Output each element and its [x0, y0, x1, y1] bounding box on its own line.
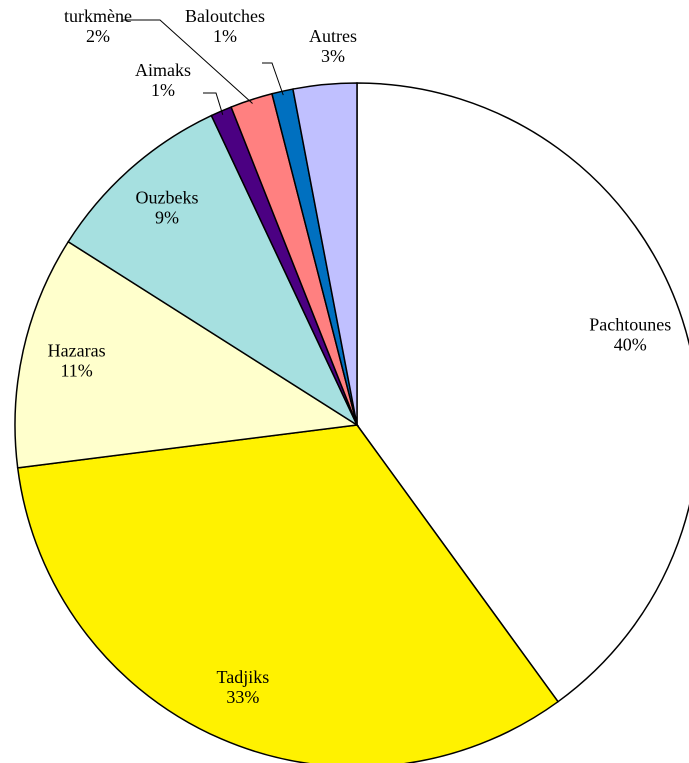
pie-slice	[67, 114, 359, 428]
slice-label: Hazaras	[48, 340, 106, 360]
pie-slice	[356, 82, 689, 703]
slice-label: turkmène	[64, 6, 132, 26]
slice-value-label: 3%	[321, 46, 345, 66]
slice-value-label: 33%	[226, 687, 259, 707]
slice-value-label: 11%	[60, 360, 92, 380]
slice-label: Pachtounes	[589, 314, 671, 334]
slice-label: Baloutches	[185, 6, 265, 26]
pie-slice	[14, 240, 360, 469]
pie-slice	[16, 424, 560, 763]
slice-label: Tadjiks	[217, 667, 270, 687]
leader-line	[203, 92, 224, 115]
slice-value-label: 40%	[614, 334, 647, 354]
slice-value-label: 9%	[155, 208, 179, 228]
slice-value-label: 1%	[213, 26, 237, 46]
slice-label: Autres	[309, 26, 357, 46]
slice-value-label: 2%	[86, 26, 110, 46]
slice-value-label: 1%	[151, 80, 175, 100]
leader-line	[122, 19, 253, 104]
pie-slice	[292, 82, 358, 426]
slice-label: Aimaks	[135, 60, 191, 80]
leader-line	[262, 62, 284, 96]
slice-label: Ouzbeks	[136, 188, 199, 208]
